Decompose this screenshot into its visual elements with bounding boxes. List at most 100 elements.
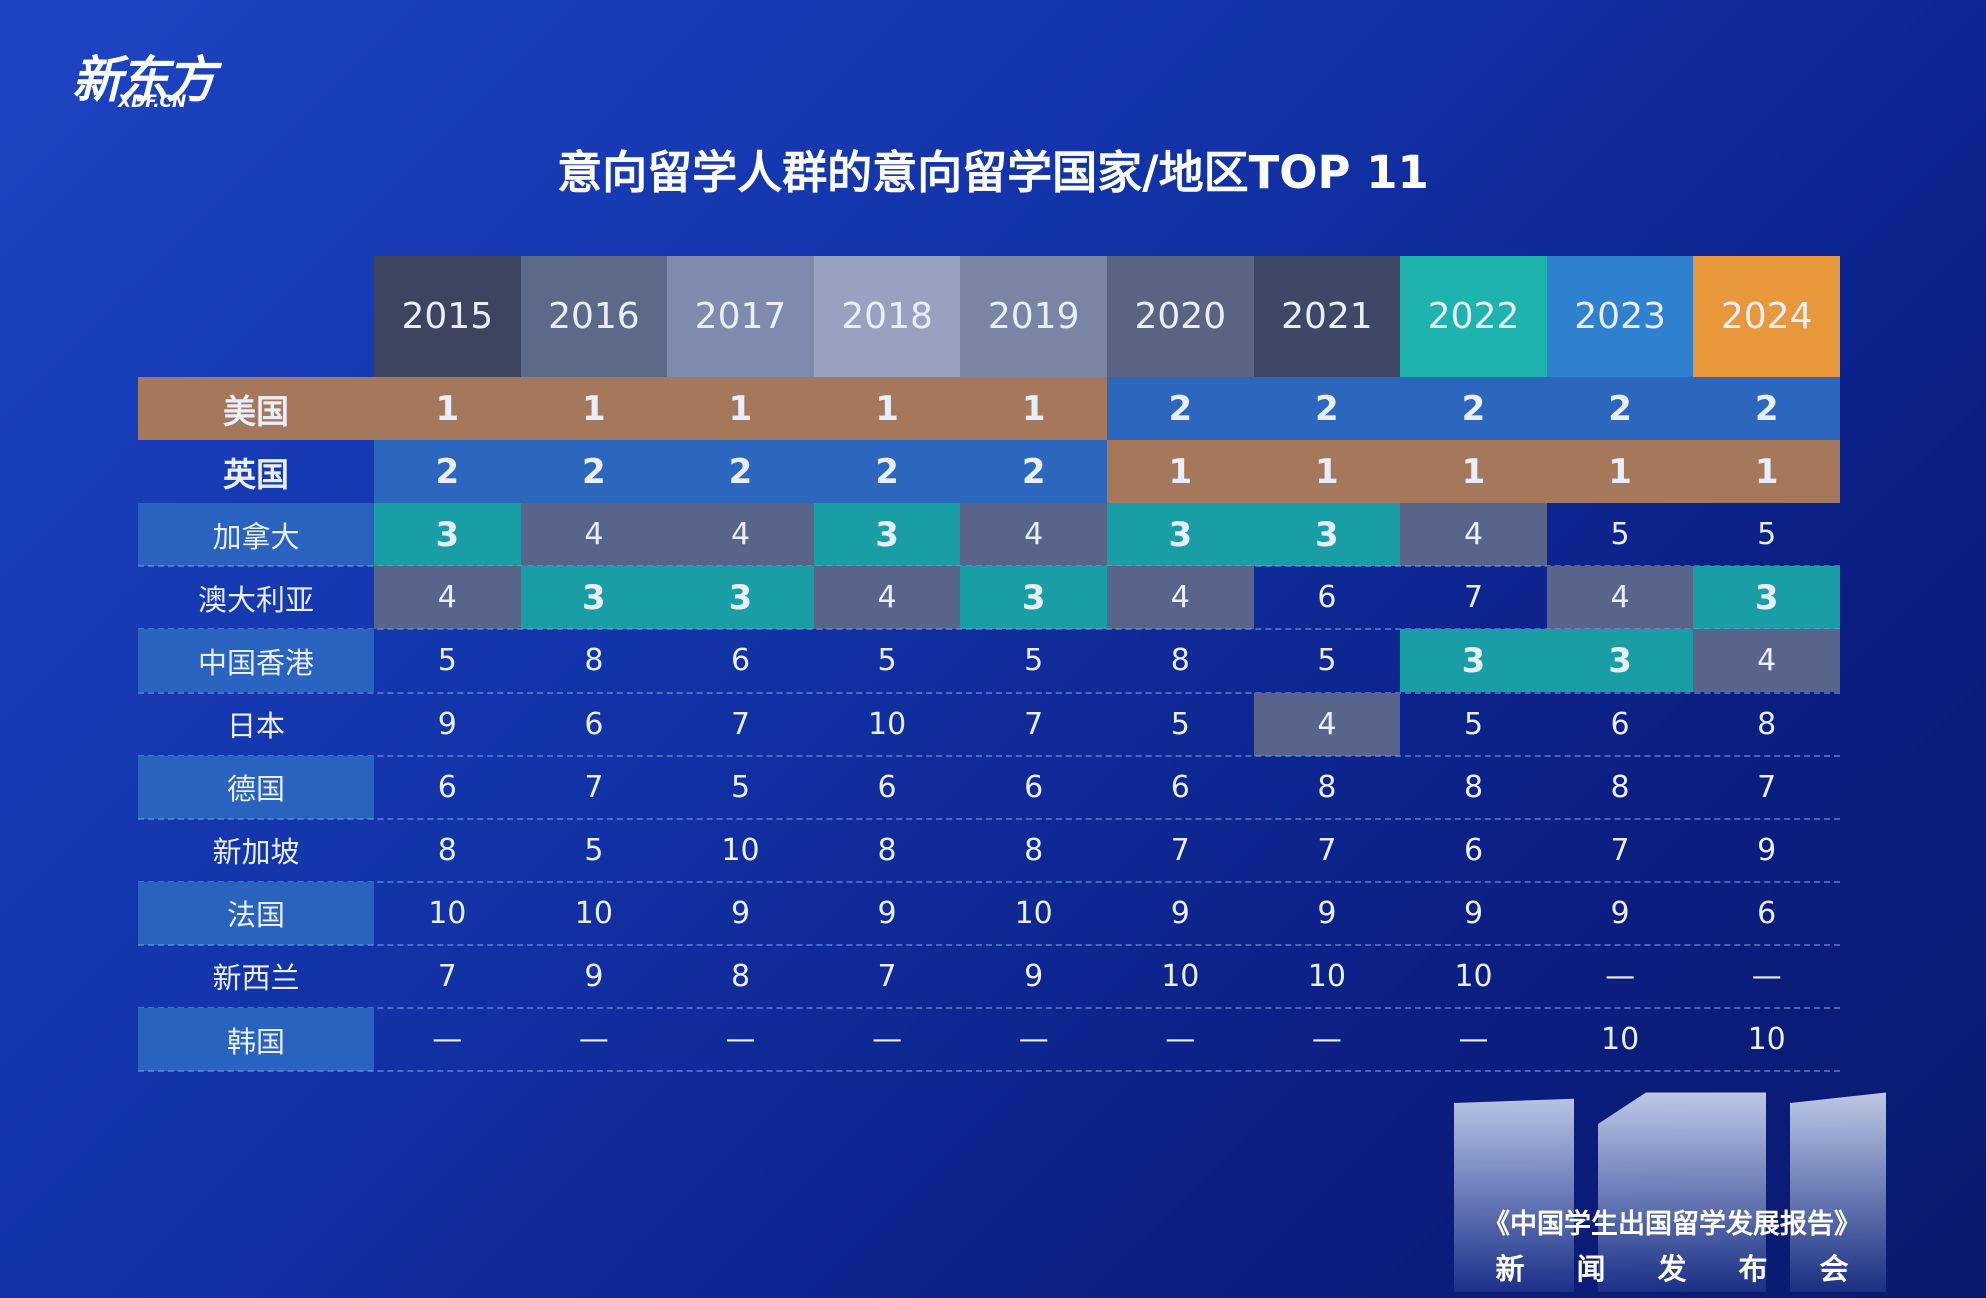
rank-cell: 1 — [1693, 440, 1840, 504]
rank-cell: — — [1018, 1022, 1049, 1058]
rank-cell: 4 — [1546, 566, 1694, 630]
rank-cell: 5 — [1757, 517, 1777, 553]
rank-cell: 9 — [1463, 895, 1484, 931]
rank-cell: 7 — [1463, 580, 1484, 616]
rank-cell: 2 — [1253, 377, 1401, 441]
rank-cell: 7 — [437, 958, 457, 994]
column-header: 2020 — [1107, 256, 1254, 377]
row-separator — [138, 817, 1840, 820]
rank-cell: 4 — [960, 503, 1107, 567]
rank-cell: 7 — [730, 706, 751, 742]
rank-cell: 4 — [1400, 503, 1547, 567]
rank-cell: 10 — [428, 895, 467, 931]
row-label: 韩国 — [138, 1008, 374, 1072]
rank-cell: — — [1751, 958, 1782, 994]
rank-cell: 2 — [1693, 377, 1840, 441]
rank-cell: 2 — [374, 440, 521, 504]
rank-cell: 1 — [520, 377, 668, 441]
rank-cell: 9 — [1317, 895, 1337, 931]
rank-cell: — — [1458, 1022, 1489, 1058]
rank-cell: 3 — [813, 503, 961, 567]
rank-cell: 3 — [1107, 503, 1254, 567]
rank-cell: 3 — [374, 503, 521, 567]
column-header: 2021 — [1253, 256, 1401, 377]
rank-cell: 1 — [960, 377, 1107, 441]
rank-cell: 3 — [1253, 503, 1401, 567]
rank-cell: 7 — [1317, 832, 1337, 868]
row-label: 美国 — [138, 377, 374, 441]
column-header: 2016 — [520, 256, 668, 377]
rank-cell: 1 — [813, 377, 961, 441]
rank-cell: 7 — [1757, 769, 1777, 805]
event-name: 新闻发布会 — [1495, 1252, 1901, 1286]
row-label: 日本 — [226, 709, 285, 744]
column-header: 2019 — [960, 256, 1107, 377]
rank-cell: 5 — [1610, 517, 1630, 553]
rank-cell: 9 — [877, 895, 897, 931]
row-separator — [138, 1007, 1840, 1009]
column-header: 2017 — [667, 256, 814, 377]
logo: 新东方 — [72, 51, 216, 109]
rank-cell: 3 — [520, 566, 668, 630]
rank-cell: 10 — [1747, 1022, 1786, 1058]
rank-cell: 2 — [667, 440, 814, 504]
column-header: 2022 — [1400, 256, 1547, 377]
rank-cell: 10 — [1454, 958, 1493, 994]
rank-cell: 9 — [1024, 958, 1044, 994]
rank-cell: 5 — [730, 769, 751, 805]
rank-cell: 6 — [1610, 706, 1630, 742]
rank-cell: 9 — [437, 706, 457, 742]
rank-cell: 7 — [584, 769, 604, 805]
row-label: 法国 — [138, 881, 374, 945]
rank-cell: — — [725, 1022, 756, 1058]
rank-cell: — — [872, 1022, 903, 1058]
rank-cell: 8 — [1610, 769, 1630, 805]
row-separator — [138, 880, 1840, 883]
rank-cell: 2 — [1107, 377, 1254, 441]
rank-cell: 9 — [1170, 895, 1190, 931]
rank-cell: 6 — [1757, 895, 1777, 931]
rank-cell: 5 — [1317, 643, 1337, 679]
row-label: 中国香港 — [138, 629, 374, 693]
rank-cell: 5 — [437, 643, 457, 679]
rank-cell: 7 — [877, 958, 897, 994]
rank-cell: 9 — [730, 895, 751, 931]
rank-cell: 10 — [1014, 895, 1053, 931]
rank-cell: — — [1311, 1022, 1342, 1058]
row-separator — [138, 628, 1840, 631]
rank-cell: 6 — [1463, 832, 1484, 868]
rank-cell: 10 — [1601, 1022, 1640, 1058]
rank-cell: 2 — [960, 440, 1107, 504]
row-separator — [138, 1070, 1840, 1073]
rank-cell: 4 — [813, 566, 961, 630]
rank-cell: 8 — [877, 832, 897, 868]
row-label: 加拿大 — [138, 503, 374, 567]
rank-cell: 9 — [1610, 895, 1630, 931]
rank-cell: 10 — [721, 832, 760, 868]
rank-cell: 4 — [667, 503, 814, 567]
rank-cell: 3 — [1400, 629, 1547, 693]
column-header: 2024 — [1693, 256, 1840, 377]
rank-cell: 1 — [1253, 440, 1401, 504]
title: 意向留学人群的意向留学国家/地区TOP 11 — [557, 146, 1429, 199]
rank-cell: 6 — [1170, 769, 1190, 805]
row-label: 澳大利亚 — [197, 582, 314, 617]
rank-cell: 2 — [813, 440, 961, 504]
rank-cell: 6 — [437, 769, 457, 805]
rank-cell: 10 — [1161, 958, 1200, 994]
rank-cell: 4 — [374, 566, 521, 630]
rank-cell: 7 — [1170, 832, 1190, 868]
rank-cell: — — [432, 1022, 463, 1058]
row-separator — [138, 943, 1840, 946]
rank-cell: 4 — [1253, 692, 1401, 756]
row-separator — [138, 691, 1840, 694]
rank-cell: 1 — [667, 377, 814, 441]
rank-cell: 6 — [584, 706, 604, 742]
rank-cell: 1 — [1400, 440, 1547, 504]
rank-cell: — — [1605, 958, 1636, 994]
rank-cell: 2 — [1400, 377, 1547, 441]
rank-cell: 4 — [1693, 629, 1840, 693]
rank-cell: 8 — [1463, 769, 1484, 805]
rank-cell: 9 — [584, 958, 604, 994]
rank-cell: 10 — [574, 895, 613, 931]
